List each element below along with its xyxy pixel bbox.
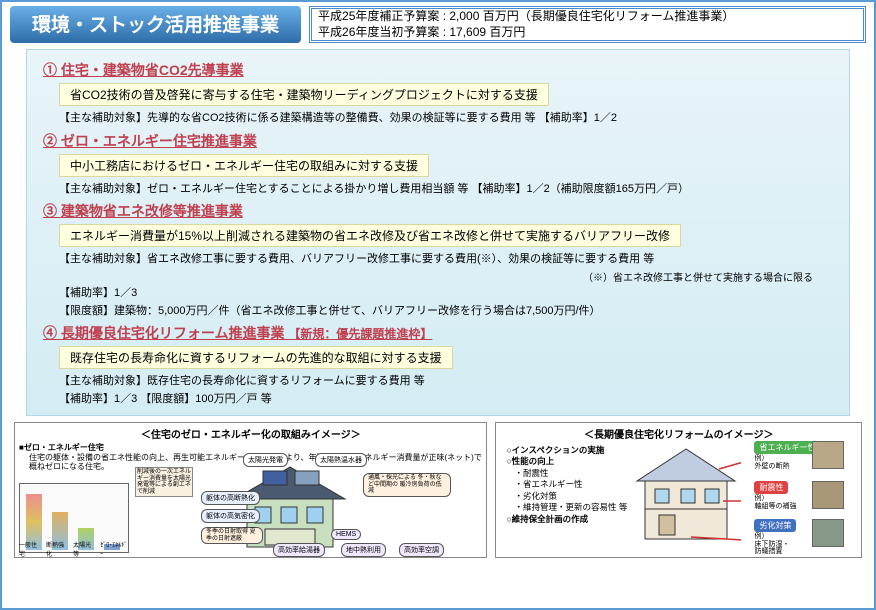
section-3-detail-2: 【限度額】建築物：5,000万円／件（省エネ改修工事と併せて、バリアフリー改修を… (59, 304, 833, 319)
bubble-winter-sun: 冬季の日射取得 夏季の日射遮蔽 (201, 527, 263, 544)
inspection-line: ○インスペクションの実施 (506, 445, 627, 456)
section-3-title-text: 建築物省エネ改修等推進事業 (61, 203, 243, 219)
perf-item-0: ・耐震性 (514, 468, 627, 479)
plan-line: ○維持保全計画の作成 (506, 514, 627, 525)
photo-seismic (812, 481, 844, 509)
reform-panel: ＜長期優良住宅化リフォームのイメージ＞ ○インスペクションの実施 ○性能の向上 … (495, 422, 862, 558)
section-2-num: ② (43, 133, 57, 149)
bubble-insulation: 躯体の高断熱化 (201, 491, 260, 505)
section-4-num: ④ (43, 325, 57, 341)
perf-heading: ○性能の向上 (506, 456, 627, 467)
tag-seismic: 耐震性 (754, 481, 788, 494)
left-text-tag: 削減後の一次エネルギー消費量を太陽光発電等による創エネで削減 (135, 467, 193, 497)
section-2-title-text: ゼロ・エネルギー住宅推進事業 (61, 133, 257, 149)
main-panel: ① 住宅・建築物省CO2先導事業 省CO2技術の普及啓発に寄与する住宅・建築物リ… (26, 49, 850, 416)
bubble-solar-water: 太陽熱温水器 (315, 453, 367, 467)
photo-energy (812, 441, 844, 469)
header-row: 環境・ストック活用推進事業 平成25年度補正予算案 : 2,000 百万円（長期… (2, 2, 874, 45)
section-3-support: エネルギー消費量が15%以上削減される建築物の省エネ改修及び省エネ改修と併せて実… (59, 224, 681, 247)
budget-line-2: 平成26年度当初予算案 : 17,609 百万円 (318, 25, 857, 41)
tag-seismic-ex: 例） 軸組等の補強 (754, 495, 796, 510)
bubble-airtight: 躯体の高気密化 (201, 509, 260, 523)
section-1-title: ① 住宅・建築物省CO2先導事業 (43, 60, 833, 80)
reform-list: ○インスペクションの実施 ○性能の向上 ・耐震性 ・省エネルギー性 ・劣化対策 … (506, 445, 627, 525)
section-2-title: ② ゼロ・エネルギー住宅推進事業 (43, 131, 833, 151)
section-1-title-text: 住宅・建築物省CO2先導事業 (61, 62, 244, 78)
bubble-hems: HEMS (331, 529, 361, 540)
chart-label-2: 太陽光等 (73, 540, 96, 558)
perf-item-1: ・省エネルギー性 (514, 479, 627, 490)
page-title-banner: 環境・ストック活用推進事業 (10, 6, 301, 43)
section-3-detail-1: 【補助率】1／3 (59, 286, 833, 301)
bottom-row: ＜住宅のゼロ・エネルギー化の取組みイメージ＞ ■ゼロ・エネルギー住宅 住宅の躯体… (2, 420, 874, 560)
zero-energy-heading: ■ゼロ・エネルギー住宅 (19, 443, 482, 453)
bubble-aircon: 高効率空調 (399, 543, 444, 557)
section-3-detail-0: 【主な補助対象】省エネ改修工事に要する費用、バリアフリー改修工事に要する費用(※… (59, 252, 833, 267)
bubble-ground: 地中熱利用 (341, 543, 386, 557)
section-3-small-note: （※）省エネ改修工事と併せて実施する場合に限る (43, 269, 813, 284)
section-1-num: ① (43, 62, 57, 78)
zero-energy-title: ＜住宅のゼロ・エネルギー化の取組みイメージ＞ (19, 426, 482, 441)
section-4-title: ④ 長期優良住宅化リフォーム推進事業 【新規：優先課題推進枠】 (43, 323, 833, 343)
budget-line-1: 平成25年度補正予算案 : 2,000 百万円（長期優良住宅化リフォーム推進事業… (318, 9, 857, 25)
section-4-detail-0: 【主な補助対象】既存住宅の長寿命化に資するリフォームに要する費用 等 (59, 374, 833, 389)
reform-title: ＜長期優良住宅化リフォームのイメージ＞ (500, 426, 857, 441)
section-4-support: 既存住宅の長寿命化に資するリフォームの先進的な取組に対する支援 (59, 346, 453, 369)
tag-deter-ex: 例） 床下防湿・ 防蟻措置 (754, 533, 789, 556)
photo-deter (812, 519, 844, 547)
section-1-detail-0: 【主な補助対象】先導的な省CO2技術に係る建築構造等の整備費、効果の検証等に要す… (59, 111, 833, 126)
bubble-heatcool: 高効率給湯器 (273, 543, 325, 557)
reform-house-icon (631, 445, 741, 549)
section-4-detail-1: 【補助率】1／3 【限度額】100万円／戸 等 (59, 392, 833, 407)
section-1-support: 省CO2技術の普及啓発に寄与する住宅・建築物リーディングプロジェクトに対する支援 (59, 83, 549, 106)
budget-box: 平成25年度補正予算案 : 2,000 百万円（長期優良住宅化リフォーム推進事業… (309, 6, 866, 43)
section-3-num: ③ (43, 203, 57, 219)
zero-energy-panel: ＜住宅のゼロ・エネルギー化の取組みイメージ＞ ■ゼロ・エネルギー住宅 住宅の躯体… (14, 422, 487, 558)
bubble-wind: 通風・採光による 冬・秋など中間期の 暖冷房負荷の低減 (363, 473, 451, 497)
section-2-detail-0: 【主な補助対象】ゼロ・エネルギー住宅とすることによる掛かり増し費用相当額 等 【… (59, 182, 833, 197)
chart-label-0: 一般住宅 (19, 540, 42, 558)
section-4-new-tag: 【新規：優先課題推進枠】 (288, 327, 432, 341)
bubble-solar-panel: 太陽光発電 (243, 453, 288, 467)
perf-item-3: ・維持管理・更新の容易性 等 (514, 502, 627, 513)
tag-energy: 省エネルギー性 (754, 441, 820, 454)
perf-item-2: ・劣化対策 (514, 491, 627, 502)
chart-label-1: 断熱強化 (46, 540, 69, 558)
section-3-title: ③ 建築物省エネ改修等推進事業 (43, 201, 833, 221)
tag-deter: 劣化対策 (754, 519, 796, 532)
section-2-support: 中小工務店におけるゼロ・エネルギー住宅の取組みに対する支援 (59, 154, 429, 177)
section-4-title-text: 長期優良住宅化リフォーム推進事業 (61, 325, 285, 341)
tag-energy-ex: 例） 外壁の断熱 (754, 455, 789, 470)
chart-label-3: ｾﾞﾛ･ｴﾈﾙｷﾞｰ (100, 540, 129, 558)
